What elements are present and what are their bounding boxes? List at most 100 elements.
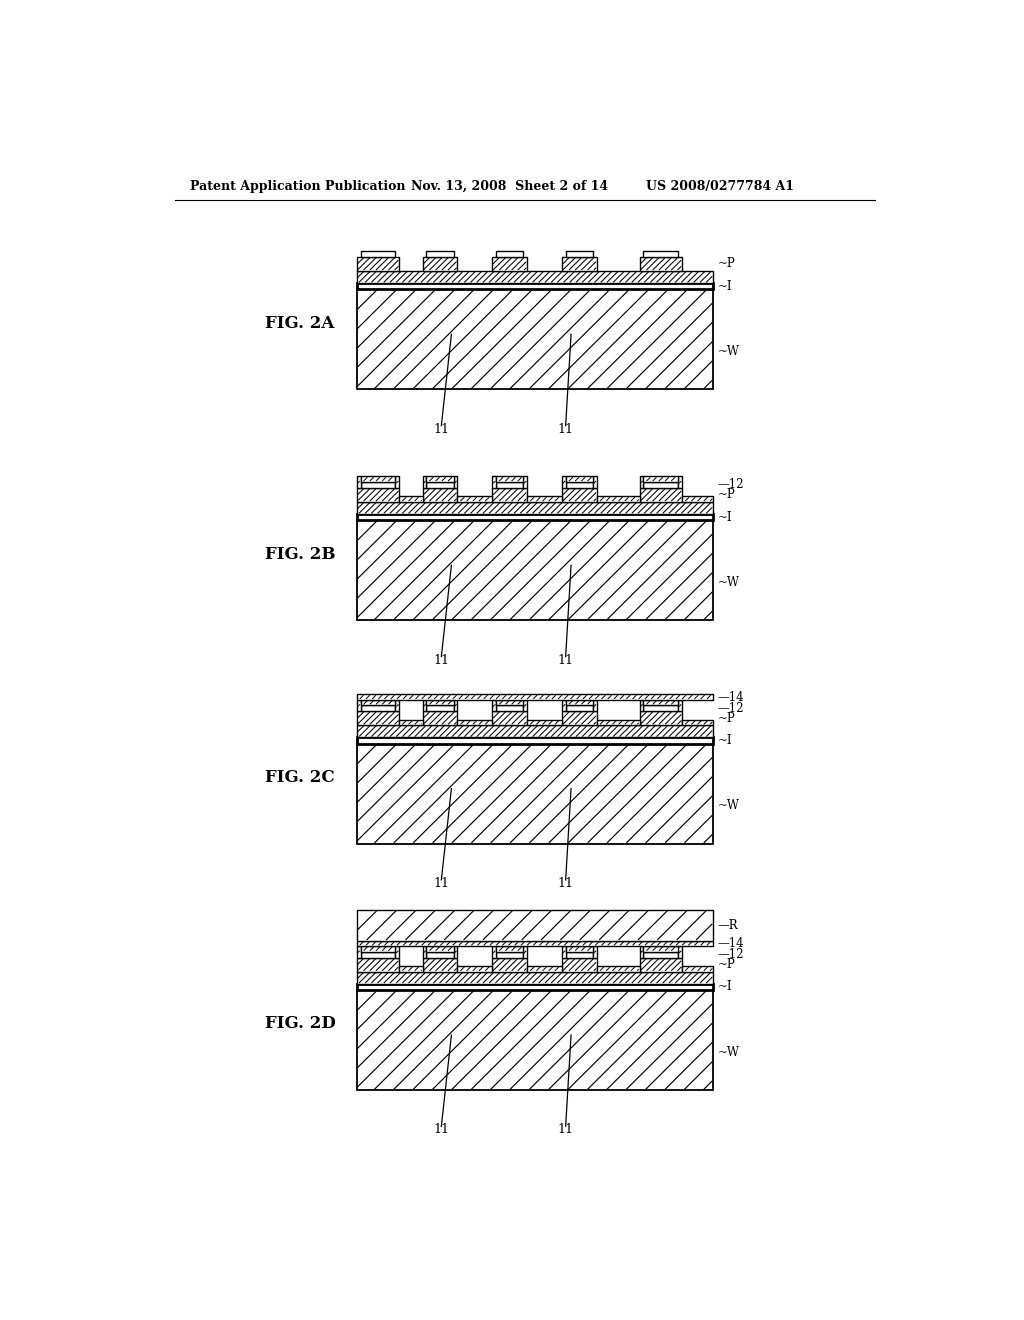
Text: Patent Application Publication: Patent Application Publication	[190, 180, 406, 193]
Bar	[640, 700, 643, 711]
Text: 11: 11	[433, 653, 450, 667]
Bar	[356, 725, 713, 738]
Bar	[562, 700, 566, 711]
Bar	[454, 946, 458, 958]
Bar	[523, 477, 527, 488]
Bar	[562, 477, 566, 488]
Text: ~P: ~P	[718, 711, 735, 725]
Bar	[395, 946, 399, 958]
Bar	[496, 952, 523, 958]
Bar	[678, 700, 682, 711]
Bar	[527, 966, 562, 972]
Text: Nov. 13, 2008  Sheet 2 of 14: Nov. 13, 2008 Sheet 2 of 14	[411, 180, 608, 193]
Bar	[356, 711, 399, 725]
Bar	[458, 719, 493, 725]
Text: ~I: ~I	[718, 981, 732, 994]
Text: ~W: ~W	[718, 576, 739, 589]
Bar	[356, 257, 399, 271]
Bar	[423, 700, 426, 711]
Text: ~I: ~I	[718, 511, 732, 524]
Text: ~P: ~P	[718, 257, 735, 271]
Bar	[423, 257, 458, 271]
Text: US 2008/0277784 A1: US 2008/0277784 A1	[646, 180, 794, 193]
Bar	[643, 705, 678, 711]
Bar	[360, 700, 395, 705]
Bar	[640, 488, 682, 502]
Bar	[360, 482, 395, 488]
Bar	[454, 477, 458, 488]
Bar	[640, 946, 643, 958]
Bar	[682, 496, 713, 502]
Bar	[356, 284, 713, 289]
Bar	[643, 477, 678, 482]
Text: 11: 11	[433, 876, 450, 890]
Text: —R: —R	[718, 919, 738, 932]
Bar	[356, 972, 713, 983]
Bar	[640, 477, 643, 488]
Bar	[356, 700, 360, 711]
Bar	[566, 251, 593, 257]
Bar	[678, 477, 682, 488]
Bar	[682, 966, 713, 972]
Bar	[356, 520, 713, 620]
Text: —14: —14	[718, 690, 744, 704]
Text: FIG. 2D: FIG. 2D	[265, 1015, 336, 1032]
Bar	[643, 482, 678, 488]
Bar	[423, 477, 426, 488]
Text: ~W: ~W	[718, 799, 739, 812]
Text: ~P: ~P	[718, 958, 735, 972]
Bar	[360, 251, 395, 257]
Bar	[493, 946, 496, 958]
Text: —14: —14	[718, 937, 744, 950]
Bar	[399, 966, 423, 972]
Bar	[423, 958, 458, 972]
Bar	[566, 477, 593, 482]
Bar	[643, 946, 678, 952]
Bar	[562, 257, 597, 271]
Bar	[426, 482, 454, 488]
Bar	[562, 711, 597, 725]
Text: FIG. 2B: FIG. 2B	[265, 545, 336, 562]
Bar	[523, 700, 527, 711]
Bar	[593, 700, 597, 711]
Text: ~I: ~I	[718, 734, 732, 747]
Text: 11: 11	[558, 1123, 573, 1137]
Bar	[496, 477, 523, 482]
Bar	[458, 966, 493, 972]
Text: —12: —12	[718, 478, 744, 491]
Text: —12: —12	[718, 948, 744, 961]
Text: 11: 11	[558, 876, 573, 890]
Text: —12: —12	[718, 702, 744, 714]
Bar	[566, 482, 593, 488]
Bar	[640, 958, 682, 972]
Bar	[356, 990, 713, 1090]
Bar	[360, 705, 395, 711]
Text: 11: 11	[558, 653, 573, 667]
Bar	[356, 289, 713, 389]
Bar	[597, 966, 640, 972]
Bar	[426, 477, 454, 482]
Bar	[356, 694, 713, 700]
Bar	[493, 711, 527, 725]
Bar	[593, 946, 597, 958]
Bar	[356, 946, 360, 958]
Bar	[395, 477, 399, 488]
Bar	[493, 958, 527, 972]
Text: ~W: ~W	[718, 1045, 739, 1059]
Bar	[356, 488, 399, 502]
Bar	[356, 271, 713, 284]
Text: 11: 11	[433, 1123, 450, 1137]
Text: ~P: ~P	[718, 488, 735, 502]
Bar	[360, 946, 395, 952]
Bar	[356, 983, 713, 990]
Bar	[527, 496, 562, 502]
Bar	[496, 946, 523, 952]
Bar	[356, 909, 713, 941]
Bar	[426, 952, 454, 958]
Bar	[640, 257, 682, 271]
Bar	[399, 719, 423, 725]
Bar	[643, 251, 678, 257]
Bar	[356, 743, 713, 843]
Bar	[640, 711, 682, 725]
Bar	[566, 700, 593, 705]
